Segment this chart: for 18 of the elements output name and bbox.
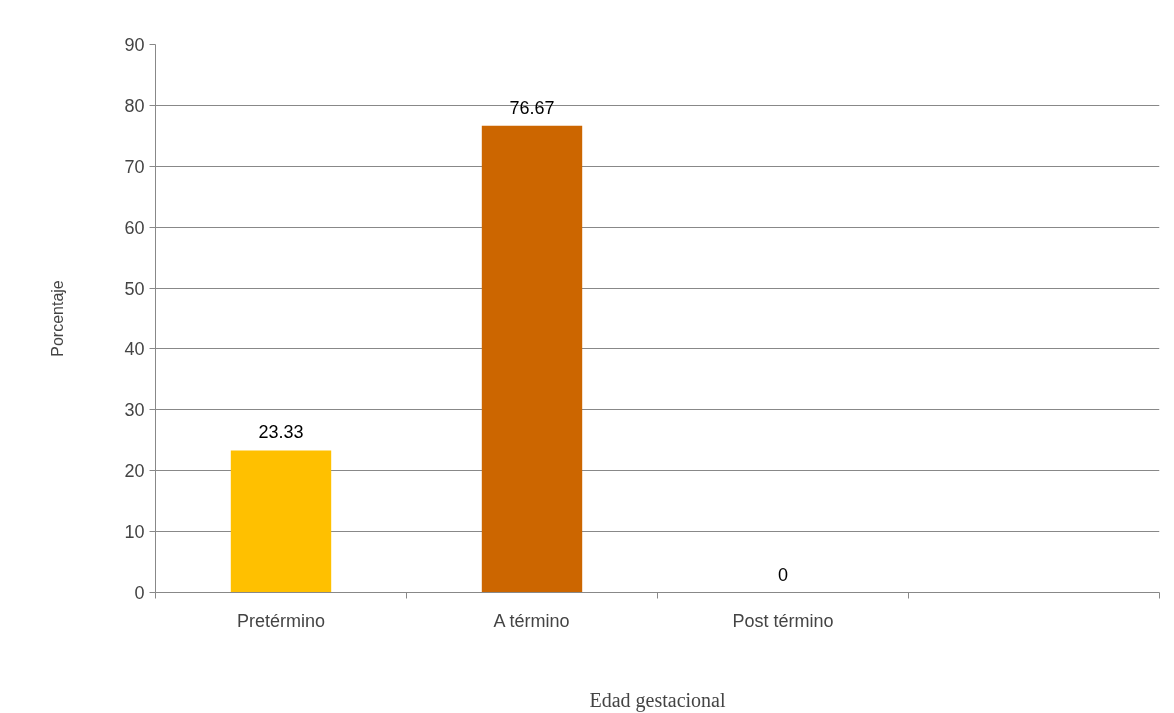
y-tick-label: 80 — [124, 95, 145, 116]
y-tick-label: 0 — [134, 583, 145, 603]
x-axis-title: Edad gestacional — [589, 688, 726, 712]
data-label: 23.33 — [258, 422, 304, 443]
y-tick-label: 70 — [124, 156, 145, 177]
x-tick-label: Pretérmino — [236, 610, 326, 631]
y-axis-title: Porcentaje — [49, 280, 67, 357]
y-tick-label: 20 — [124, 461, 145, 482]
y-tick-label: 60 — [124, 217, 145, 238]
y-tick-label: 40 — [124, 339, 145, 360]
x-tick-label: A término — [493, 610, 570, 631]
y-tick-label: 50 — [124, 278, 145, 299]
data-label: 0 — [777, 564, 789, 585]
y-tick-label: 30 — [124, 400, 145, 421]
y-tick-label: 90 — [124, 35, 145, 55]
x-tick-label: Post término — [732, 610, 834, 631]
data-label: 76.67 — [509, 97, 555, 118]
y-tick-label: 10 — [124, 522, 145, 543]
